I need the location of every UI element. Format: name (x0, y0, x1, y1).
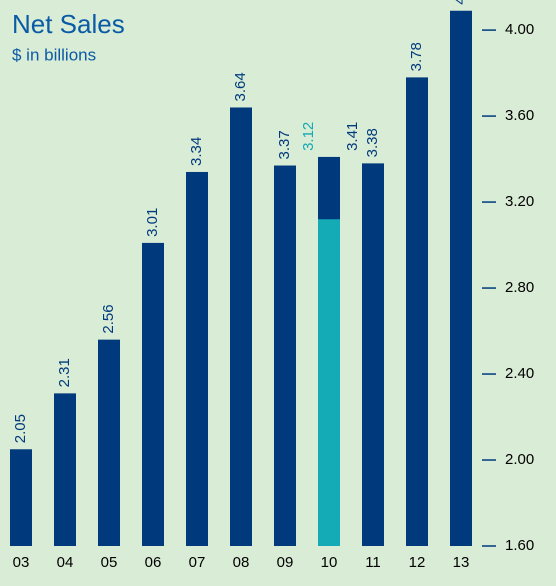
value-label: 2.31 (56, 358, 73, 387)
bar (450, 10, 472, 546)
bar (362, 163, 384, 547)
bar (318, 219, 340, 547)
y-tick-label: 1.60 (505, 537, 534, 554)
chart-subtitle: $ in billions (12, 45, 96, 64)
x-tick-label: 11 (365, 554, 381, 571)
value-label: 3.41 (344, 122, 361, 151)
value-label: 3.37 (276, 130, 293, 159)
bar (54, 393, 76, 546)
y-tick-label: 2.40 (505, 365, 534, 382)
value-label: 3.78 (408, 42, 425, 71)
y-tick-label: 2.00 (505, 451, 534, 468)
value-label: 3.38 (364, 128, 381, 157)
value-label: 4.09 (452, 0, 469, 5)
bar (142, 242, 164, 546)
y-tick-label: 3.60 (505, 107, 534, 124)
value-label: 3.01 (144, 208, 161, 237)
x-tick-label: 05 (101, 554, 118, 571)
x-tick-label: 09 (277, 554, 294, 571)
y-tick-label: 3.20 (505, 193, 534, 210)
x-tick-label: 07 (189, 554, 206, 571)
bar (186, 171, 208, 546)
y-tick-label: 4.00 (505, 21, 534, 38)
x-tick-label: 08 (233, 554, 250, 571)
value-label: 2.05 (12, 414, 29, 443)
x-tick-label: 12 (409, 554, 426, 571)
value-label: 3.34 (188, 137, 205, 166)
x-tick-label: 06 (145, 554, 162, 571)
bar (274, 165, 296, 546)
value-label: 2.56 (100, 304, 117, 333)
value-label: 3.12 (300, 122, 317, 151)
x-tick-label: 03 (13, 554, 30, 571)
chart-title: Net Sales (12, 9, 125, 39)
x-tick-label: 13 (453, 554, 470, 571)
x-tick-label: 10 (321, 554, 338, 571)
bar (406, 77, 428, 546)
y-tick-label: 2.80 (505, 279, 534, 296)
bar (230, 107, 252, 546)
bar (98, 339, 120, 546)
value-label: 3.64 (232, 72, 249, 101)
bar (10, 449, 32, 546)
x-tick-label: 04 (57, 554, 74, 571)
